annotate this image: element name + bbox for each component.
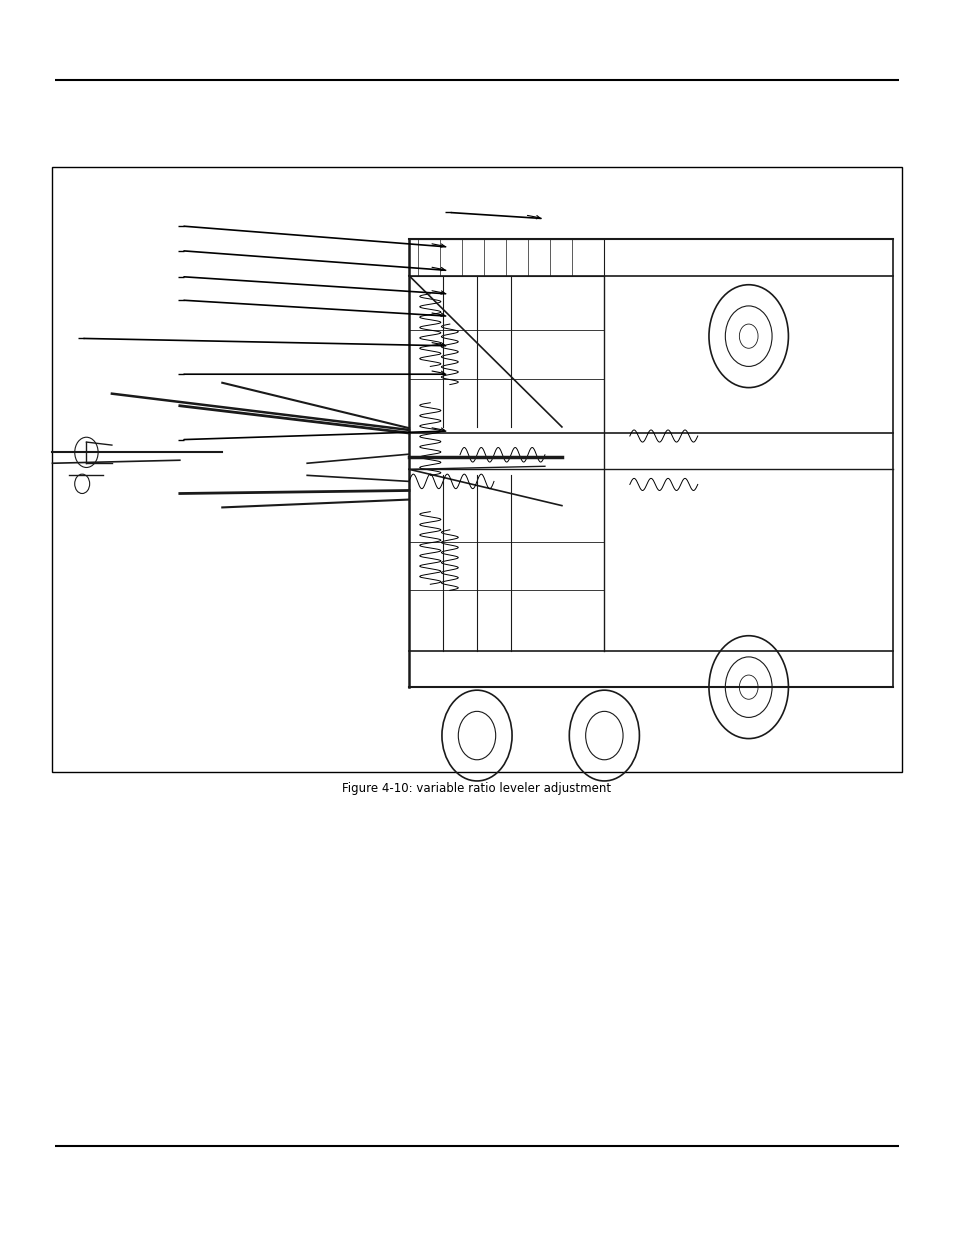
Bar — [409, 240, 604, 275]
Text: Figure 4-10: variable ratio leveler adjustment: Figure 4-10: variable ratio leveler adju… — [342, 782, 611, 795]
Bar — [52, 167, 901, 772]
